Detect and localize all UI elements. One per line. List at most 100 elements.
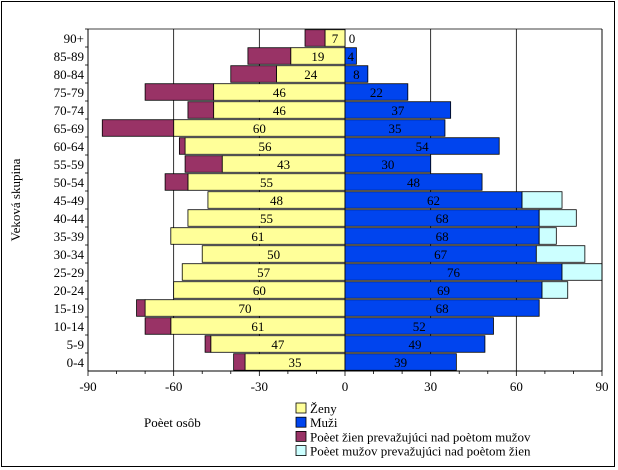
bar-zeny-excess [144,317,172,335]
data-label-zeny: 50 [267,247,280,262]
data-label-muzi: 62 [427,193,440,208]
bar-muzi-excess [561,263,603,281]
bars-layer [101,29,603,371]
data-label-muzi: 68 [436,229,449,244]
bar-muzi [344,65,369,83]
data-label-zeny: 47 [271,337,285,352]
y-tick-label: 80-84 [54,67,85,82]
bar-muzi [344,83,409,101]
data-label-muzi: 69 [437,283,450,298]
data-label-zeny: 61 [251,229,264,244]
data-label-zeny: 46 [273,85,287,100]
y-tick-label: 65-69 [54,121,84,136]
data-label-zeny: 46 [273,103,287,118]
y-tick-label: 50-54 [54,175,85,190]
y-tick-label: 75-79 [54,85,84,100]
y-tick-label: 20-24 [54,283,85,298]
bar-zeny-excess [247,47,292,65]
bar-zeny-excess [304,29,326,47]
bar-zeny-excess [233,353,246,371]
y-tick-label: 60-64 [54,139,85,154]
data-label-muzi: 30 [381,157,394,172]
y-axis-title: Veková skupina [8,158,23,241]
y-tick-label: 85-89 [54,49,84,64]
y-tick-label: 55-59 [54,157,84,172]
data-label-zeny: 19 [311,49,324,64]
bar-zeny-excess [204,335,212,353]
data-label-zeny: 43 [277,157,290,172]
bar-zeny-excess [136,299,146,317]
x-tick-label: 0 [342,379,349,394]
x-tick-label: -30 [251,379,268,394]
x-tick-label: 60 [510,379,523,394]
bar-zeny-excess [101,119,175,137]
y-tick-label: 35-39 [54,229,84,244]
legend-swatch [295,402,307,414]
bar-zeny-excess [144,83,215,101]
bar-muzi [344,353,457,371]
bar-zeny-excess [164,173,189,191]
bar-muzi [344,299,540,317]
y-tick-label: 0-4 [67,355,85,370]
data-label-muzi: 37 [391,103,405,118]
data-label-muzi: 8 [353,67,360,82]
legend-label: Poèet žien prevažujúci nad poètom mužov [310,429,531,444]
bar-zeny-excess [187,101,215,119]
data-label-muzi: 68 [436,211,449,226]
y-tick-label: 15-19 [54,301,84,316]
bar-muzi-excess [538,209,577,227]
legend-label: Muži [310,415,338,430]
data-label-zeny: 70 [239,301,252,316]
data-label-muzi: 0 [349,31,356,46]
y-tick-label: 30-34 [54,247,85,262]
legend-label: Poèet mužov prevažujúci nad poètom žien [310,444,531,459]
bar-muzi-excess [521,191,563,209]
data-label-muzi: 49 [408,337,421,352]
bar-muzi [344,47,357,65]
bar-muzi [344,137,500,155]
y-tick-label: 70-74 [54,103,85,118]
y-tick-label: 45-49 [54,193,84,208]
bar-muzi [344,335,486,353]
x-axis-title: Poèet osôb [144,415,201,430]
bar-muzi [344,155,432,173]
data-label-zeny: 56 [259,139,273,154]
x-tick-label: -60 [165,379,182,394]
data-label-zeny: 48 [270,193,283,208]
data-label-zeny: 7 [332,31,339,46]
bar-zeny-excess [230,65,277,83]
bar-zeny-excess [178,137,186,155]
y-tick-label: 40-44 [54,211,85,226]
data-label-zeny: 57 [257,265,271,280]
data-label-muzi: 22 [370,85,383,100]
x-tick-label: -90 [79,379,96,394]
y-tick-label: 5-9 [67,337,84,352]
data-label-muzi: 76 [447,265,461,280]
y-tick-label: 90+ [64,31,84,46]
data-label-zeny: 55 [260,211,273,226]
bar-muzi-excess [538,227,557,245]
legend-swatch [295,445,307,457]
data-label-zeny: 55 [260,175,273,190]
data-label-muzi: 39 [394,355,407,370]
bar-zeny-excess [184,155,223,173]
data-label-zeny: 61 [251,319,264,334]
data-label-muzi: 52 [413,319,426,334]
legend-label: Ženy [310,401,337,416]
bar-muzi-excess [535,245,586,263]
data-label-zeny: 24 [304,67,318,82]
data-label-muzi: 68 [436,301,449,316]
legend-swatch [295,416,307,428]
x-tick-label: 30 [424,379,437,394]
data-label-zeny: 60 [253,283,266,298]
legend-swatch [295,430,307,442]
axes-layer: 0-4 5-9 10-14 15-19 20-24 25-29 30-34 35-39 40-4… [54,28,609,394]
data-label-zeny: 35 [289,355,302,370]
data-label-muzi: 4 [347,49,354,64]
data-label-muzi: 35 [388,121,401,136]
bar-muzi [344,173,483,191]
x-tick-label: 90 [596,379,609,394]
